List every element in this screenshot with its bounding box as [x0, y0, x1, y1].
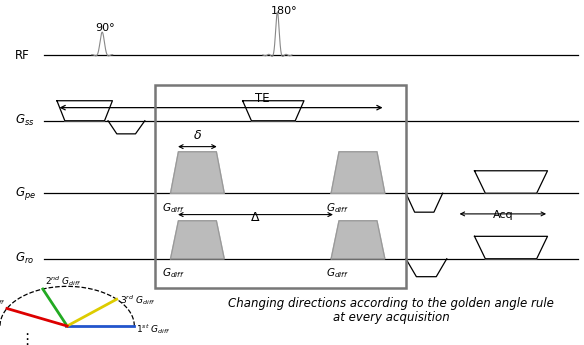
Text: $1^{st}\ G_{diff}$: $1^{st}\ G_{diff}$	[136, 322, 171, 336]
Text: $4^{th}\ G_{diff}$: $4^{th}\ G_{diff}$	[0, 293, 5, 307]
Text: $G_{diff}$: $G_{diff}$	[162, 266, 185, 280]
Text: $2^{nd}\ G_{diff}$: $2^{nd}\ G_{diff}$	[45, 274, 82, 288]
Text: $G_{diff}$: $G_{diff}$	[162, 201, 185, 215]
Text: Changing directions according to the golden angle rule
at every acquisition: Changing directions according to the gol…	[228, 296, 554, 325]
Text: $3^{rd}\ G_{diff}$: $3^{rd}\ G_{diff}$	[120, 293, 156, 307]
Polygon shape	[171, 152, 224, 193]
Text: 180°: 180°	[271, 6, 298, 16]
Text: $G_{pe}$: $G_{pe}$	[15, 185, 36, 202]
Text: RF: RF	[15, 49, 29, 62]
Polygon shape	[243, 101, 304, 121]
Text: ⋮: ⋮	[19, 332, 34, 345]
Text: TE: TE	[255, 92, 270, 105]
Text: $\delta$: $\delta$	[193, 129, 202, 142]
Text: $\Delta$: $\Delta$	[250, 211, 260, 224]
Polygon shape	[331, 152, 385, 193]
Text: $G_{diff}$: $G_{diff}$	[326, 201, 349, 215]
Text: $G_{diff}$: $G_{diff}$	[326, 266, 349, 280]
Polygon shape	[57, 101, 112, 121]
Polygon shape	[474, 171, 548, 193]
Polygon shape	[331, 221, 385, 259]
Polygon shape	[474, 236, 548, 259]
Text: $G_{ro}$: $G_{ro}$	[15, 251, 34, 266]
Text: 90°: 90°	[95, 23, 115, 33]
Polygon shape	[171, 221, 224, 259]
Text: $G_{ss}$: $G_{ss}$	[15, 113, 34, 128]
Text: Acq: Acq	[492, 210, 513, 220]
